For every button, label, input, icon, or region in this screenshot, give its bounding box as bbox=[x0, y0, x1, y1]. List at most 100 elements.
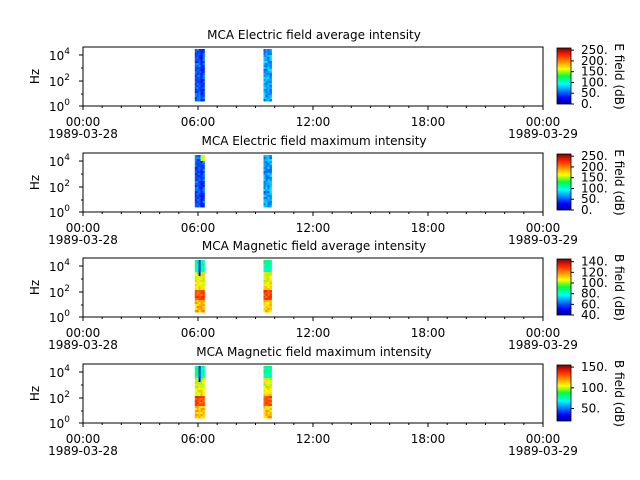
spectrogram-cell bbox=[267, 264, 270, 267]
spectrogram-cell bbox=[200, 414, 203, 417]
spectrogram-cell bbox=[263, 53, 266, 56]
spectrogram-cell bbox=[198, 79, 201, 82]
spectrogram-cell bbox=[194, 292, 198, 295]
spectrogram-cell bbox=[263, 71, 266, 74]
spectrogram-cell bbox=[196, 264, 200, 267]
spectrogram-cell bbox=[198, 177, 201, 180]
spectrogram-cell bbox=[196, 69, 200, 72]
spectrogram-cell bbox=[198, 376, 201, 379]
spectrogram-cell bbox=[269, 49, 272, 52]
spectrogram-cell bbox=[269, 69, 272, 72]
spectrogram-cell bbox=[267, 63, 270, 66]
spectrogram-cell bbox=[202, 410, 205, 413]
spectrogram-cell bbox=[198, 408, 201, 411]
spectrogram-cell bbox=[267, 49, 270, 52]
spectrogram-cell bbox=[200, 280, 203, 283]
spectrogram-cell bbox=[200, 185, 203, 188]
spectrogram-cell bbox=[269, 163, 272, 166]
spectrogram-cell bbox=[194, 390, 198, 393]
spectrogram-cell bbox=[263, 396, 266, 399]
spectrogram-cell bbox=[198, 71, 201, 74]
spectrogram-cell bbox=[267, 89, 270, 92]
x-tick-label: 00:00 bbox=[66, 221, 101, 235]
spectrogram-cell bbox=[263, 306, 266, 309]
spectrogram-cell bbox=[269, 406, 272, 409]
spectrogram-cell bbox=[267, 203, 270, 206]
spectrogram-cell bbox=[196, 300, 200, 303]
spectrogram-cell bbox=[202, 57, 205, 60]
spectrogram-cell bbox=[202, 390, 205, 393]
spectrogram-cell bbox=[200, 372, 203, 375]
spectrogram-cell bbox=[269, 276, 272, 279]
spectrogram-cell bbox=[263, 89, 266, 92]
spectrogram-cell bbox=[198, 296, 201, 299]
spectrogram-cell bbox=[269, 181, 272, 184]
spectrogram-cell bbox=[202, 73, 205, 76]
spectrogram-cell bbox=[263, 272, 266, 275]
spectrogram-cell bbox=[269, 77, 272, 80]
spectrogram-cell bbox=[196, 404, 200, 407]
spectrogram-cell bbox=[194, 282, 198, 285]
x-tick-date: 1989-03-28 bbox=[48, 127, 118, 141]
spectrogram-cell bbox=[263, 59, 266, 62]
y-tick-label: 100 bbox=[49, 309, 70, 325]
spectrogram-cell bbox=[198, 304, 201, 307]
spectrogram-cell bbox=[202, 71, 205, 74]
spectrogram-cell bbox=[196, 175, 200, 178]
spectrogram-cell bbox=[200, 69, 203, 72]
spectrogram-cell bbox=[194, 83, 198, 86]
spectrogram-cell bbox=[263, 266, 266, 269]
spectrogram-cell bbox=[267, 284, 270, 287]
spectrogram-cell bbox=[269, 366, 272, 369]
spectrogram-cell bbox=[267, 400, 270, 403]
spectrogram-cell bbox=[200, 51, 203, 54]
spectrogram-cell bbox=[198, 288, 201, 291]
spectrogram-cell bbox=[263, 87, 266, 90]
spectrogram-cell bbox=[202, 400, 205, 403]
spectrogram-cell bbox=[267, 396, 270, 399]
x-tick-label: 06:00 bbox=[181, 115, 216, 129]
spectrogram-cell bbox=[263, 159, 266, 162]
spectrogram-cell bbox=[198, 294, 201, 297]
spectrogram-cell bbox=[194, 203, 198, 206]
spectrogram-cell bbox=[269, 288, 272, 291]
spectrogram-cell bbox=[265, 386, 268, 389]
chart-title: MCA Electric field maximum intensity bbox=[201, 134, 426, 148]
spectrogram-cell bbox=[263, 412, 266, 415]
colorbar-label: B field (dB) bbox=[612, 360, 626, 427]
spectrogram-cell bbox=[263, 296, 266, 299]
spectrogram-cell bbox=[202, 382, 205, 385]
spectrogram-cell bbox=[196, 205, 200, 208]
spectrogram-cell bbox=[269, 91, 272, 94]
spectrogram-cell bbox=[202, 408, 205, 411]
spectrogram-cell bbox=[196, 79, 200, 82]
spectrogram-cell bbox=[265, 79, 268, 82]
spectrogram-cell bbox=[267, 199, 270, 202]
spectrogram-cell bbox=[263, 201, 266, 204]
spectrogram-cell bbox=[263, 95, 266, 98]
spectrogram-cell bbox=[267, 77, 270, 80]
spectrogram-cell bbox=[198, 87, 201, 90]
spectrogram-cell bbox=[269, 81, 272, 84]
spectrogram-cell bbox=[198, 175, 201, 178]
spectrogram-cell bbox=[202, 179, 205, 182]
spectrogram-cell bbox=[198, 189, 201, 192]
spectrogram-cell bbox=[267, 159, 270, 162]
spectrogram-cell bbox=[269, 159, 272, 162]
spectrogram-cell bbox=[265, 175, 268, 178]
spectrogram-cell bbox=[265, 292, 268, 295]
spectrogram-cell bbox=[200, 382, 203, 385]
spectrogram-cell bbox=[200, 368, 203, 371]
spectrogram-cell bbox=[263, 61, 266, 64]
spectrogram-cell bbox=[194, 398, 198, 401]
spectrogram-cell bbox=[269, 179, 272, 182]
spectrogram-cell bbox=[267, 197, 270, 200]
spectrogram-cell bbox=[200, 270, 203, 273]
spectrogram-cell bbox=[196, 187, 200, 190]
spectrogram-cell bbox=[198, 191, 201, 194]
spectrogram-cell bbox=[194, 159, 198, 162]
spectrogram-cell bbox=[265, 159, 268, 162]
x-tick-label: 12:00 bbox=[296, 221, 331, 235]
spectrogram-cell bbox=[196, 306, 200, 309]
spectrogram-cell bbox=[194, 310, 198, 313]
